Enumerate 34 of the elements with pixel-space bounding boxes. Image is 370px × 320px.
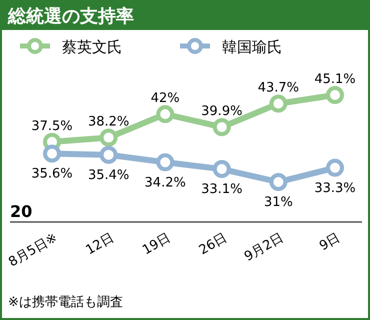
legend-label: 韓国瑜氏 (222, 38, 282, 56)
data-label: 35.4% (88, 168, 130, 183)
text: 20 (10, 202, 32, 221)
point (269, 94, 288, 113)
point (212, 160, 231, 178)
x-tick-label: 9月2日 (242, 230, 286, 265)
legend-label: 蔡英文氏 (62, 38, 122, 56)
data-label: 33.3% (314, 180, 356, 196)
point (156, 153, 174, 172)
x-tick-label: 8月5日※ (6, 230, 60, 270)
point (100, 128, 118, 147)
x-tick-label: 19日 (140, 230, 174, 258)
chart-title: 総統選の支持率 (7, 6, 134, 27)
data-label: 31% (264, 195, 293, 210)
point (212, 118, 231, 136)
data-label: 35.6% (31, 166, 73, 182)
x-tick-label: 9日 (317, 230, 343, 254)
x-tick-label: 12日 (84, 230, 117, 258)
point (326, 86, 344, 104)
data-label: 42% (150, 91, 180, 106)
data-label: 45.1% (314, 72, 356, 87)
data-label: 33.1% (201, 182, 242, 198)
text: ※は携帯電話も調査 (8, 295, 123, 310)
point (326, 158, 344, 177)
data-label: 34.2% (144, 175, 186, 190)
point (43, 144, 61, 163)
data-label: 37.5% (31, 118, 73, 134)
point (156, 105, 174, 124)
data-label: 38.2% (88, 114, 130, 130)
x-tick-label: 26日 (196, 230, 230, 258)
point (100, 146, 118, 164)
point (269, 173, 288, 191)
data-label: 39.9% (201, 104, 242, 120)
data-label: 43.7% (258, 80, 300, 96)
